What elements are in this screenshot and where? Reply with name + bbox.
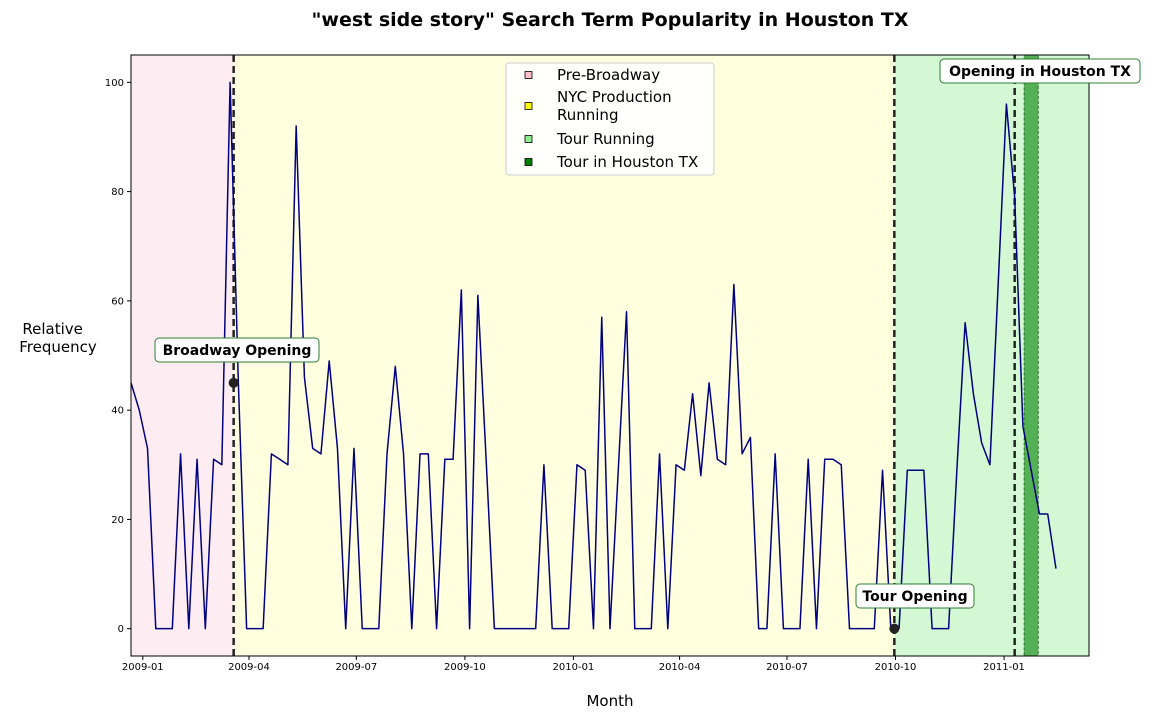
- annotation-1: Tour Opening: [855, 583, 975, 609]
- annotation-box-1: [855, 583, 975, 609]
- annotation-box-0: [154, 337, 320, 363]
- y-tick-label-4: 80: [111, 187, 124, 198]
- legend-label-1-1: Running: [557, 106, 618, 124]
- y-axis-label-line-1: Relative: [22, 320, 83, 338]
- legend-label-1-0: NYC Production: [557, 88, 672, 106]
- annotation-0: Broadway Opening: [154, 337, 320, 363]
- event-markers: [228, 377, 900, 634]
- y-tick-label-5: 100: [105, 78, 124, 89]
- x-axis-ticks: 2009-01 2009-04 2009-07 2009-10 2010-01 2010-…: [122, 656, 1025, 673]
- legend-box: [505, 62, 715, 176]
- x-tick-label-1: 2009-04: [228, 662, 270, 673]
- y-tick-label-3: 60: [111, 296, 124, 307]
- x-tick-label-0: 2009-01: [122, 662, 164, 673]
- annotation-text-0: Broadway Opening: [163, 343, 312, 359]
- annotations: Broadway Opening Tour Opening Opening in H…: [154, 58, 1141, 609]
- legend-swatch-3: [524, 158, 533, 166]
- y-tick-label-1: 20: [111, 515, 124, 526]
- event-marker-0: [228, 377, 239, 388]
- legend-entry-2: Tour Running: [524, 130, 655, 148]
- y-axis-label: Relative Frequency: [19, 320, 97, 356]
- legend-label-3-0: Tour in Houston TX: [556, 153, 698, 171]
- legend-swatch-0: [524, 71, 533, 79]
- x-axis-label: Month: [586, 692, 633, 710]
- shaded-region-2: [894, 55, 1089, 656]
- chart-title: "west side story" Search Term Popularity…: [312, 9, 909, 31]
- annotation-box-2: [939, 58, 1141, 84]
- x-tick-label-3: 2009-10: [444, 662, 486, 673]
- legend-swatch-2: [524, 135, 533, 143]
- annotation-text-1: Tour Opening: [862, 589, 967, 605]
- annotation-2: Opening in Houston TX: [939, 58, 1141, 84]
- x-tick-label-8: 2011-01: [983, 662, 1025, 673]
- legend-entry-0: Pre-Broadway: [524, 66, 660, 84]
- x-tick-label-6: 2010-07: [766, 662, 808, 673]
- legend-label-0-0: Pre-Broadway: [557, 66, 660, 84]
- legend-swatch-1: [524, 102, 533, 110]
- x-tick-label-4: 2010-01: [553, 662, 595, 673]
- y-tick-label-0: 0: [118, 624, 124, 635]
- legend-entry-3: Tour in Houston TX: [524, 153, 698, 171]
- series-line-layer: [130, 81, 1057, 630]
- x-tick-label-5: 2010-04: [659, 662, 701, 673]
- plot-frame: [130, 54, 1090, 657]
- x-tick-label-7: 2010-10: [875, 662, 917, 673]
- series-line-0: [130, 81, 1057, 630]
- y-tick-label-2: 40: [111, 406, 124, 417]
- x-tick-label-2: 2009-07: [335, 662, 377, 673]
- y-axis-ticks: 0 20 40 60 80 100: [105, 78, 131, 635]
- legend-label-2-0: Tour Running: [556, 130, 655, 148]
- y-axis-label-line-2: Frequency: [19, 338, 97, 356]
- annotation-text-2: Opening in Houston TX: [949, 64, 1131, 80]
- event-marker-1: [889, 623, 900, 634]
- shaded-region-3: [1024, 55, 1039, 656]
